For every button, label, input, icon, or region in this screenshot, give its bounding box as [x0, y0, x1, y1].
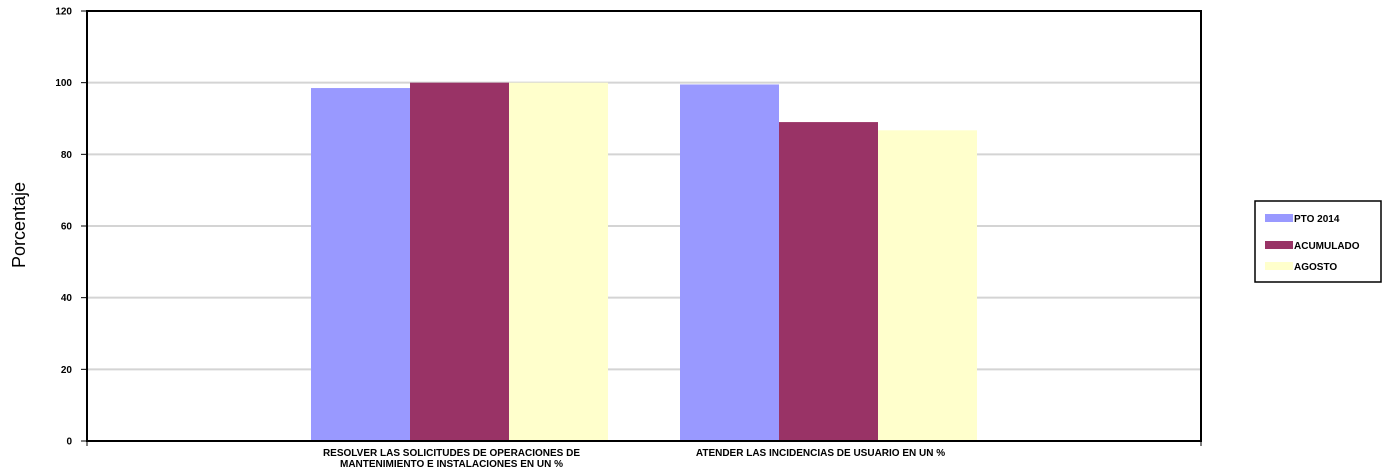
bar	[311, 88, 410, 442]
legend-swatch	[1265, 241, 1293, 249]
bar	[680, 84, 779, 441]
x-axis-labels: RESOLVER LAS SOLICITUDES DE OPERACIONES …	[323, 448, 945, 470]
y-axis-title: Porcentaje	[9, 182, 29, 268]
legend: PTO 2014 ACUMULADO AGOSTO	[1254, 200, 1382, 283]
x-category-label: RESOLVER LAS SOLICITUDES DE OPERACIONES …	[323, 448, 580, 459]
bar	[410, 82, 509, 442]
y-tick-label: 80	[61, 150, 73, 161]
bar	[878, 130, 977, 441]
y-tick-label: 40	[61, 293, 73, 304]
x-category-label: ATENDER LAS INCIDENCIAS DE USUARIO EN UN…	[696, 448, 945, 459]
y-tick-label: 20	[61, 365, 73, 376]
legend-label: PTO 2014	[1294, 214, 1340, 225]
legend-label: AGOSTO	[1294, 262, 1337, 273]
y-tick-label: 100	[55, 78, 72, 89]
legend-label: ACUMULADO	[1294, 241, 1360, 252]
x-category-label: MANTENIMIENTO E INSTALACIONES EN UN %	[340, 459, 563, 470]
y-tick-label: 0	[66, 437, 72, 448]
y-tick-label: 120	[55, 7, 72, 18]
gridlines	[87, 81, 1201, 371]
y-axis-ticks: 0 20 40 60 80 100 120	[55, 7, 1202, 448]
bar	[779, 122, 878, 441]
legend-swatch	[1265, 262, 1293, 270]
y-tick-label: 60	[61, 222, 73, 233]
bars	[311, 82, 977, 442]
legend-swatch	[1265, 214, 1293, 222]
bar	[509, 82, 608, 442]
